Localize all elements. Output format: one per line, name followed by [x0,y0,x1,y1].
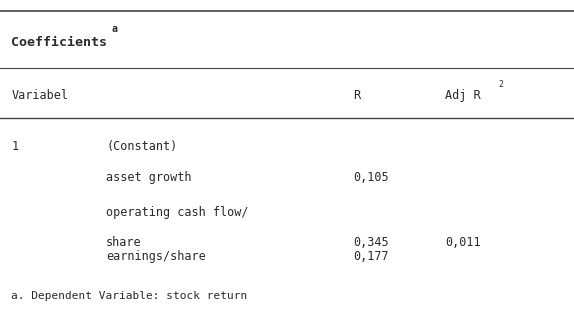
Text: Variabel: Variabel [11,89,68,102]
Text: earnings/share: earnings/share [106,250,206,263]
Text: 0,177: 0,177 [353,250,389,263]
Text: 1: 1 [11,140,18,153]
Text: R: R [353,89,360,102]
Text: (Constant): (Constant) [106,140,177,153]
Text: Coefficients: Coefficients [11,36,107,49]
Text: 0,345: 0,345 [353,236,389,248]
Text: 0,011: 0,011 [445,236,480,248]
Text: 0,105: 0,105 [353,171,389,184]
Text: operating cash flow/: operating cash flow/ [106,206,249,219]
Text: a: a [112,24,118,34]
Text: Adj R: Adj R [445,89,480,102]
Text: asset growth: asset growth [106,171,192,184]
Text: a. Dependent Variable: stock return: a. Dependent Variable: stock return [11,291,248,301]
Text: 2: 2 [498,80,503,89]
Text: share: share [106,236,142,248]
